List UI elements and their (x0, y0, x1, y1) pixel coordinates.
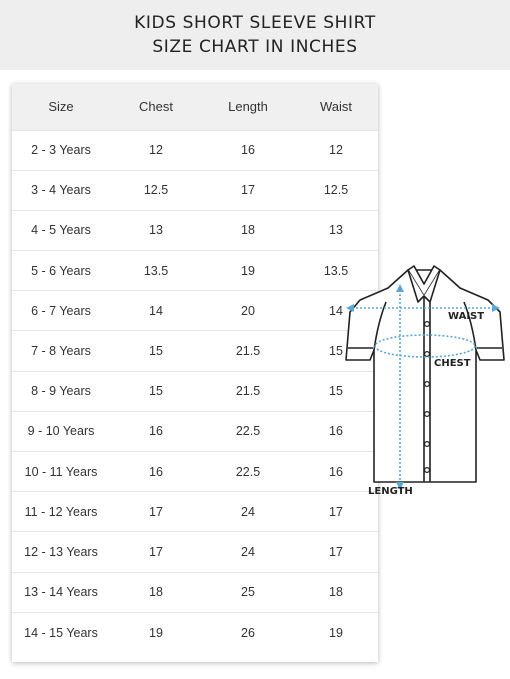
cell-waist: 19 (329, 625, 343, 640)
cell-waist: 15 (329, 384, 343, 399)
cell-waist: 17 (329, 544, 343, 559)
cell-size: 9 - 10 Years (27, 424, 95, 439)
cell-length: 22.5 (235, 424, 261, 439)
cell-chest: 12.5 (143, 183, 169, 198)
shirt-icon (345, 265, 505, 483)
cell-size: 12 - 13 Years (24, 544, 98, 559)
cell-size: 3 - 4 Years (31, 183, 91, 198)
cell-length: 24 (241, 504, 255, 519)
cell-waist: 14 (329, 303, 343, 318)
title-line-1: KIDS SHORT SLEEVE SHIRT (134, 13, 376, 33)
table-body: 2 - 3 Years 12 16 12 3 - 4 Years 12.5 17 12.5 4 … (12, 130, 378, 652)
table-row: 9 - 10 Years 16 22.5 16 (12, 411, 378, 451)
length-label: LENGTH (368, 486, 413, 497)
cell-length: 25 (241, 585, 255, 600)
cell-waist: 15 (329, 344, 343, 359)
cell-length: 21.5 (235, 384, 261, 399)
table-row: 14 - 15 Years 19 26 19 (12, 612, 378, 652)
buttons (423, 320, 430, 474)
cell-length: 17 (241, 183, 255, 198)
chest-label: CHEST (434, 358, 471, 369)
cell-length: 19 (241, 263, 255, 278)
waist-label: WAIST (448, 311, 484, 322)
cell-size: 5 - 6 Years (31, 263, 91, 278)
header-chest: Chest (139, 99, 173, 115)
header-length: Length (228, 99, 268, 115)
title-line-2: SIZE CHART IN INCHES (152, 37, 358, 57)
cell-size: 11 - 12 Years (24, 504, 98, 519)
header-waist: Waist (319, 99, 353, 115)
cell-length: 21.5 (235, 344, 261, 359)
table-row: 5 - 6 Years 13.5 19 13.5 (12, 250, 378, 291)
cell-waist: 12.5 (323, 183, 349, 198)
cell-chest: 17 (149, 504, 163, 519)
cell-waist: 16 (329, 464, 343, 479)
table-row: 12 - 13 Years 17 24 17 (12, 531, 378, 572)
cell-size: 8 - 9 Years (31, 384, 91, 399)
shirt-diagram: WAIST CHEST LENGTH (345, 265, 505, 497)
cell-chest: 17 (149, 544, 163, 559)
cell-chest: 16 (149, 424, 163, 439)
cell-waist: 16 (329, 424, 343, 439)
cell-length: 20 (241, 303, 255, 318)
cell-chest: 13.5 (143, 263, 169, 278)
table-row: 2 - 3 Years 12 16 12 (12, 130, 378, 170)
cell-length: 16 (241, 143, 255, 158)
cell-size: 6 - 7 Years (31, 303, 91, 318)
cell-chest: 15 (149, 384, 163, 399)
cell-waist: 17 (329, 504, 343, 519)
cell-chest: 19 (149, 625, 163, 640)
measure-lines (352, 290, 494, 484)
cell-chest: 12 (149, 143, 163, 158)
table-row: 6 - 7 Years 14 20 14 (12, 290, 378, 331)
cell-waist: 18 (329, 585, 343, 600)
cell-chest: 18 (149, 585, 163, 600)
cell-chest: 13 (149, 223, 163, 238)
table-header-row: Size Chest Length Waist (12, 84, 378, 130)
cell-chest: 16 (149, 464, 163, 479)
cell-length: 24 (241, 544, 255, 559)
header-size: Size (48, 99, 74, 115)
cell-waist: 13 (329, 223, 343, 238)
chest-ellipse (374, 334, 476, 358)
cell-size: 4 - 5 Years (31, 223, 91, 238)
cell-chest: 15 (149, 344, 163, 359)
table-row: 13 - 14 Years 18 25 18 (12, 572, 378, 612)
cell-length: 26 (241, 625, 255, 640)
cell-length: 22.5 (235, 464, 261, 479)
cell-waist: 13.5 (323, 263, 349, 278)
table-row: 11 - 12 Years 17 24 17 (12, 491, 378, 532)
size-table-card: Size Chest Length Waist 2 - 3 Years 12 16 1… (12, 84, 378, 662)
title-banner: KIDS SHORT SLEEVE SHIRT SIZE CHART IN IN… (0, 0, 510, 70)
table-row: 4 - 5 Years 13 18 13 (12, 210, 378, 250)
cell-size: 13 - 14 Years (24, 585, 98, 600)
table-row: 7 - 8 Years 15 21.5 15 (12, 330, 378, 371)
cell-size: 14 - 15 Years (24, 625, 98, 640)
measure-arrows (346, 284, 500, 490)
table-row: 3 - 4 Years 12.5 17 12.5 (12, 170, 378, 210)
cell-chest: 14 (149, 303, 163, 318)
cell-size: 7 - 8 Years (31, 344, 91, 359)
cell-size: 10 - 11 Years (24, 464, 98, 479)
cell-size: 2 - 3 Years (31, 143, 91, 158)
table-row: 8 - 9 Years 15 21.5 15 (12, 371, 378, 411)
cell-waist: 12 (329, 143, 343, 158)
table-row: 10 - 11 Years 16 22.5 16 (12, 451, 378, 492)
size-table: Size Chest Length Waist 2 - 3 Years 12 16 1… (12, 84, 378, 652)
cell-length: 18 (241, 223, 255, 238)
